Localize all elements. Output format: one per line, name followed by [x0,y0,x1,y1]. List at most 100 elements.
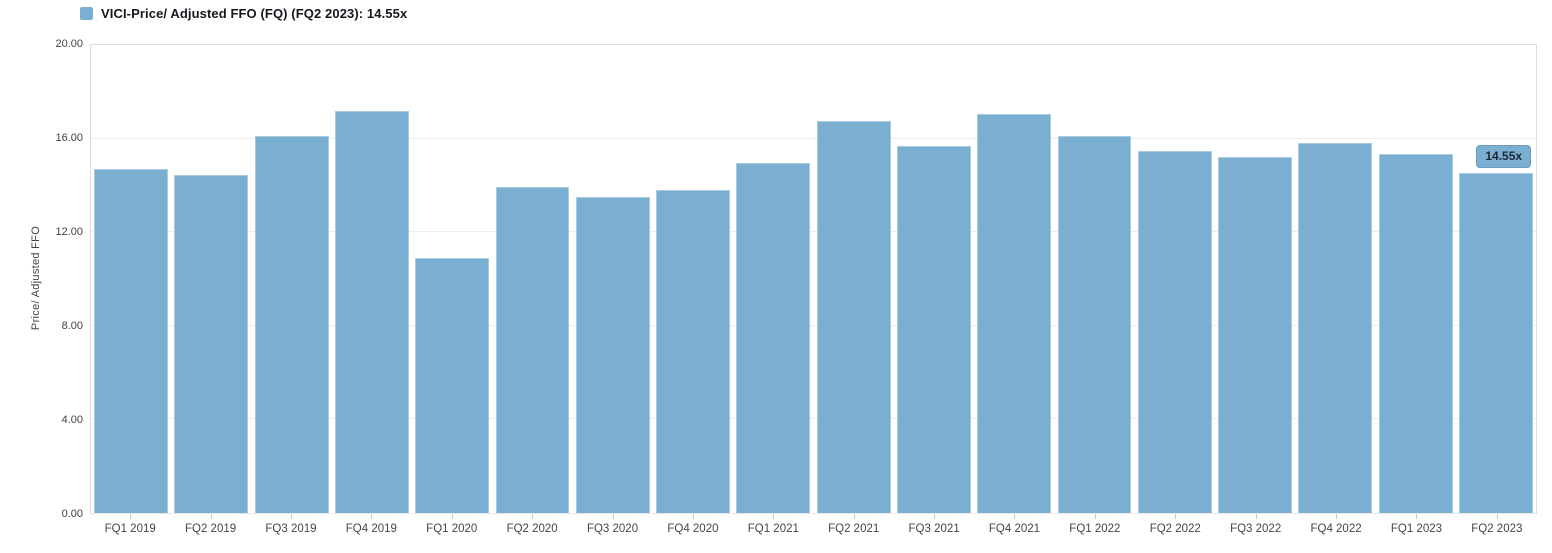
bar-slot [91,45,171,513]
x-axis-slot: FQ2 2023 [1457,514,1537,548]
y-axis-tick-labels: 0.00 4.00 8.00 12.00 16.00 20.00 [0,38,83,520]
x-tick-mark [451,514,453,519]
bar-slot [492,45,572,513]
y-tick-label: 16.00 [55,132,83,144]
x-tick-label: FQ3 2020 [586,523,639,535]
bar-slot [1215,45,1295,513]
y-tick-label: 12.00 [55,226,83,238]
x-tick-label: FQ4 2022 [1310,523,1362,535]
bar-slot [733,45,813,513]
x-tick-mark [210,514,212,519]
bar-slot [974,45,1054,513]
x-tick-mark [853,514,855,519]
bar-slot [252,45,332,513]
x-tick-mark [1336,514,1338,519]
bar[interactable] [1458,172,1533,513]
x-tick-label: FQ1 2020 [426,523,478,535]
x-tick-label: FQ2 2023 [1471,523,1523,535]
x-axis-slot: FQ3 2021 [894,514,974,548]
x-axis-slot: FQ1 2020 [412,514,492,548]
bar[interactable] [415,257,490,513]
x-tick-label: FQ1 2022 [1069,523,1121,535]
bar[interactable] [1218,157,1293,513]
legend-swatch-icon [80,7,93,20]
x-tick-label: FQ2 2020 [506,523,558,535]
bar[interactable] [816,121,891,513]
x-tick-label: FQ3 2021 [908,523,960,535]
x-axis-slot: FQ1 2021 [733,514,813,548]
x-tick-label: FQ4 2019 [345,523,397,535]
bar-slot: 14.55x [1456,45,1536,513]
x-axis-slot: FQ1 2022 [1055,514,1135,548]
bar[interactable] [495,186,570,513]
x-axis-slot: FQ4 2022 [1296,514,1376,548]
x-axis-slot: FQ3 2022 [1215,514,1295,548]
x-tick-mark [612,514,614,519]
bar-slot [1135,45,1215,513]
bar[interactable] [1137,151,1212,513]
x-axis-slot: FQ4 2019 [331,514,411,548]
x-tick-mark [692,514,694,519]
bar[interactable] [335,110,409,513]
x-tick-mark [130,514,132,519]
x-axis-slot: FQ2 2021 [814,514,894,548]
x-tick-mark [1416,514,1418,519]
bar-slot [894,45,974,513]
x-axis-slot: FQ4 2020 [653,514,733,548]
x-tick-mark [290,514,292,519]
x-tick-label: FQ2 2022 [1149,523,1201,535]
bar[interactable] [174,174,249,513]
y-tick-label: 20.00 [55,38,83,50]
chart-legend[interactable]: VICI-Price/ Adjusted FFO (FQ) (FQ2 2023)… [80,6,407,21]
x-tick-mark [934,514,936,519]
gridline [91,231,1536,233]
bar-slot [1054,45,1134,513]
x-tick-label: FQ1 2023 [1390,523,1443,535]
bar-slot [1295,45,1375,513]
x-tick-mark [1175,514,1177,519]
y-tick-label: 8.00 [61,320,83,332]
x-axis-slot: FQ3 2020 [572,514,652,548]
bar-slot [412,45,492,513]
x-tick-mark [371,514,373,519]
x-axis-slot: FQ4 2021 [974,514,1054,548]
legend-label: VICI-Price/ Adjusted FFO (FQ) (FQ2 2023)… [101,6,408,21]
x-tick-label: FQ4 2020 [667,523,719,535]
bar[interactable] [1057,136,1132,513]
x-tick-label: FQ2 2019 [185,523,237,535]
bar-slot [332,45,412,513]
x-tick-label: FQ2 2021 [828,523,880,535]
y-tick-label: 4.00 [61,414,83,426]
x-tick-mark [1014,514,1016,519]
x-tick-label: FQ3 2019 [265,523,317,535]
x-tick-mark [1094,514,1096,519]
x-tick-label: FQ1 2021 [747,523,799,535]
bar[interactable] [1378,153,1453,513]
x-axis-slot: FQ2 2019 [170,514,250,548]
x-axis-slot: FQ1 2023 [1376,514,1456,548]
bar-slot [573,45,653,513]
bar[interactable] [94,169,169,513]
bar-series: 14.55x [91,45,1536,513]
bar-slot [653,45,733,513]
x-tick-mark [1255,514,1257,519]
bar[interactable] [977,114,1052,513]
x-tick-label: FQ3 2022 [1230,523,1282,535]
gridline [91,418,1536,420]
x-axis-slot: FQ2 2022 [1135,514,1215,548]
x-tick-mark [773,514,775,519]
x-tick-mark [1496,514,1498,519]
x-axis: FQ1 2019 FQ2 2019 FQ3 2019 FQ4 2019 FQ1 2020… [90,514,1537,548]
x-tick-label: FQ1 2019 [104,523,156,535]
plot-area: 14.55x [90,44,1537,514]
bar[interactable] [254,136,329,513]
x-axis-slot: FQ1 2019 [90,514,170,548]
bar-slot [814,45,894,513]
bar-slot [171,45,251,513]
bar[interactable] [656,190,731,513]
bar[interactable] [1298,143,1373,513]
bar[interactable] [897,145,971,513]
bar-slot [1376,45,1456,513]
bar[interactable] [736,163,811,513]
bar[interactable] [575,197,650,513]
